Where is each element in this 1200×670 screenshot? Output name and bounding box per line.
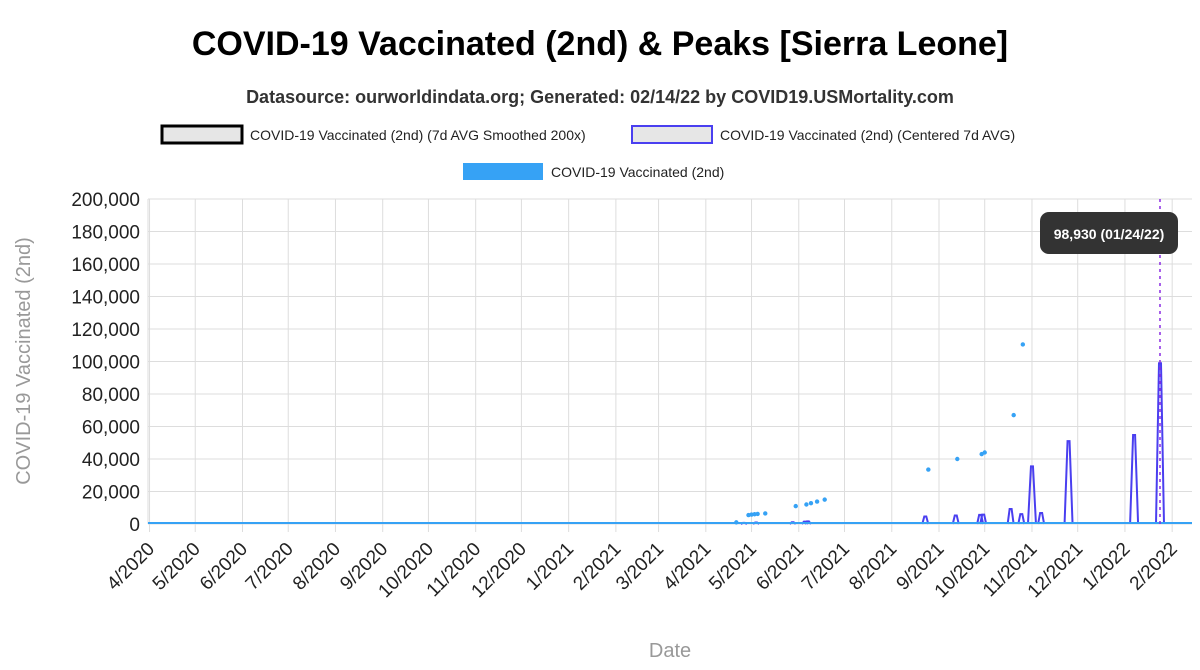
y-tick-label: 80,000 <box>82 385 140 406</box>
y-tick-label: 40,000 <box>82 450 140 471</box>
grid-lines <box>147 198 1192 532</box>
daily-point[interactable] <box>755 511 760 517</box>
legend-swatch-smoothed[interactable] <box>160 124 244 145</box>
daily-point[interactable] <box>1011 412 1016 418</box>
x-tick-label: 2/2021 <box>569 539 625 595</box>
chart-title: COVID-19 Vaccinated (2nd) & Peaks [Sierr… <box>192 25 1008 63</box>
daily-point[interactable] <box>804 502 809 507</box>
daily-point[interactable] <box>763 511 768 516</box>
avg-spike <box>921 515 930 525</box>
daily-point[interactable] <box>1020 342 1026 347</box>
tooltip-box <box>1040 212 1178 254</box>
avg-spike <box>979 513 988 525</box>
avg-spike <box>1063 440 1074 525</box>
y-tick-label: 180,000 <box>71 223 140 244</box>
daily-point[interactable] <box>926 467 931 472</box>
avg-spike <box>1037 511 1046 525</box>
legend-swatch-daily[interactable] <box>463 163 543 180</box>
y-tick-label: 140,000 <box>71 288 140 309</box>
tooltip-text: 98,930 (01/24/22) <box>1054 226 1165 242</box>
y-tick-label: 60,000 <box>82 418 140 439</box>
x-tick-label: 7/2020 <box>242 539 298 595</box>
legend-label-daily[interactable]: COVID-19 Vaccinated (2nd) <box>551 164 724 180</box>
x-tick-label: 4/2020 <box>103 539 159 595</box>
y-tick-label: 20,000 <box>82 483 140 504</box>
peak-tooltip: 98,930 (01/24/22) <box>1040 212 1178 254</box>
legend-label-smoothed[interactable]: COVID-19 Vaccinated (2nd) (7d AVG Smooth… <box>250 127 586 143</box>
x-axis-label: Date <box>649 640 691 662</box>
daily-point[interactable] <box>822 497 827 502</box>
y-tick-label: 200,000 <box>71 190 140 211</box>
legend: COVID-19 Vaccinated (2nd) (7d AVG Smooth… <box>160 124 1015 180</box>
x-tick-label: 1/2021 <box>522 539 578 595</box>
x-axis-ticks: 4/20205/20206/20207/20208/20209/202010/2… <box>103 539 1182 602</box>
x-tick-label: 8/2020 <box>289 539 345 595</box>
plot-area <box>148 199 1192 525</box>
avg-spike <box>1129 433 1140 525</box>
x-tick-label: 6/2021 <box>752 539 808 595</box>
daily-point[interactable] <box>814 499 820 504</box>
avg-spike <box>1006 508 1015 525</box>
avg-spike <box>951 514 960 525</box>
x-tick-label: 5/2021 <box>705 539 761 595</box>
avg-spike <box>1017 513 1026 525</box>
x-tick-label: 1/2022 <box>1079 539 1135 595</box>
x-tick-label: 8/2021 <box>845 539 901 595</box>
y-axis-label: COVID-19 Vaccinated (2nd) <box>13 237 35 485</box>
x-tick-label: 6/2020 <box>196 539 252 595</box>
daily-point[interactable] <box>955 456 960 462</box>
legend-swatch-centered[interactable] <box>631 125 713 144</box>
daily-point[interactable] <box>793 503 798 509</box>
x-tick-label: 2/2022 <box>1126 539 1182 595</box>
y-tick-label: 100,000 <box>71 353 140 374</box>
y-tick-label: 0 <box>129 515 140 536</box>
x-tick-label: 3/2021 <box>612 539 668 595</box>
daily-point[interactable] <box>808 501 814 506</box>
daily-point[interactable] <box>982 450 987 455</box>
x-tick-label: 5/2020 <box>149 539 205 595</box>
x-tick-label: 4/2021 <box>659 539 715 595</box>
y-tick-label: 120,000 <box>71 320 140 341</box>
chart-subtitle: Datasource: ourworldindata.org; Generate… <box>246 87 954 107</box>
avg-spike <box>1154 362 1165 525</box>
avg-spike <box>1026 465 1037 525</box>
daily-point[interactable] <box>734 520 739 525</box>
legend-label-centered[interactable]: COVID-19 Vaccinated (2nd) (Centered 7d A… <box>720 127 1015 143</box>
y-axis-ticks: 0 20,000 40,000 60,000 80,000 100,000 120,000 1… <box>71 190 140 536</box>
x-tick-label: 7/2021 <box>798 539 854 595</box>
y-tick-label: 160,000 <box>71 255 140 276</box>
